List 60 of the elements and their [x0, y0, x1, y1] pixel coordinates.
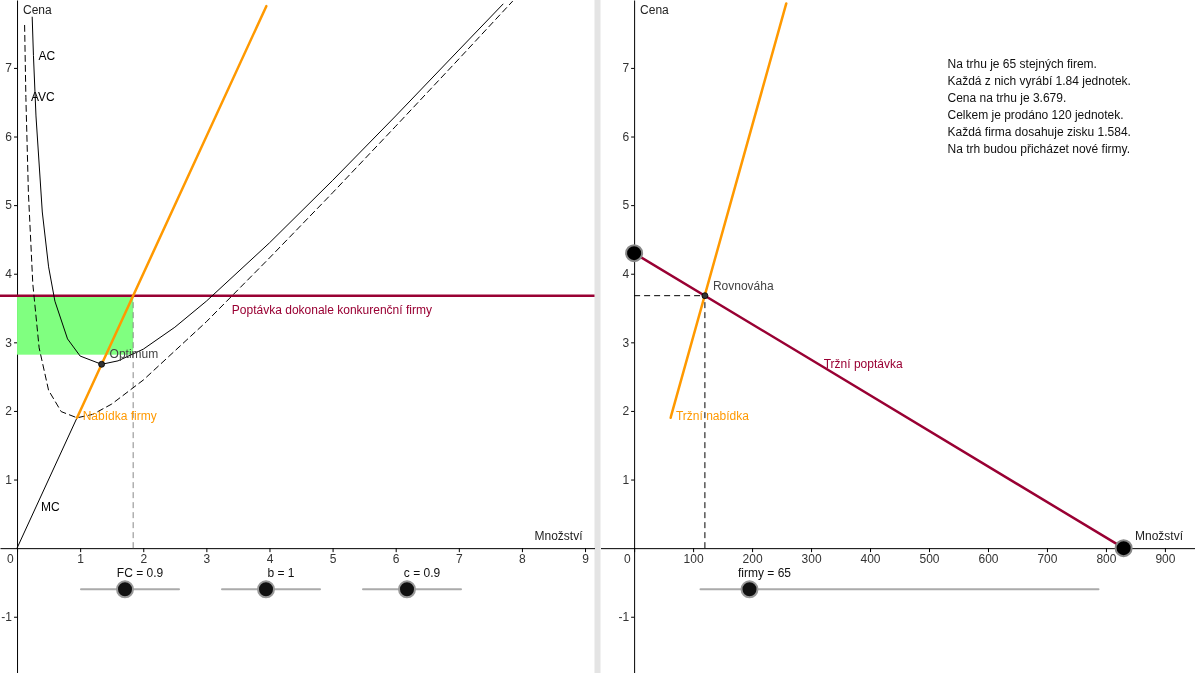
y-tick-label: 1 [622, 472, 630, 487]
x-tick-label: 2 [140, 551, 148, 566]
y-axis-title: Cena [640, 3, 670, 17]
y-tick-label: 7 [5, 61, 13, 76]
y-tick-label: 6 [622, 129, 630, 144]
series-label: Tržní poptávka [823, 357, 903, 372]
x-tick-label: 7 [455, 551, 463, 566]
point [701, 292, 709, 300]
x-tick-label: 800 [1096, 551, 1117, 566]
annotation: Každá firma dosahuje zisku 1.584. [947, 125, 1131, 139]
x-tick-label: 8 [519, 551, 527, 566]
y-tick-label: -1 [618, 610, 630, 625]
series-label: Rovnováha [712, 278, 774, 293]
series-label: MC [40, 499, 60, 514]
y-tick-label: 2 [5, 404, 13, 419]
x-tick-label: 4 [266, 551, 274, 566]
x-tick-label: 6 [392, 551, 400, 566]
y-tick-label: 7 [622, 61, 630, 76]
x-tick-label: 100 [683, 551, 704, 566]
x-axis-title: Množství [1134, 529, 1184, 544]
y-tick-label: 5 [5, 198, 13, 213]
x-tick-label: 0 [7, 551, 14, 566]
x-tick-label: 900 [1155, 551, 1176, 566]
x-axis-title: Množství [534, 529, 584, 544]
annotation: Každá z nich vyrábí 1.84 jednotek. [947, 74, 1131, 88]
x-tick-label: 0 [624, 551, 632, 566]
point [1114, 539, 1133, 558]
x-tick-label: 9 [582, 551, 590, 566]
x-tick-label: 500 [919, 551, 940, 566]
annotation: c = 0.9 [403, 566, 441, 581]
x-tick-label: 3 [203, 551, 211, 566]
x-tick-label: 5 [329, 551, 337, 566]
series-label: Nabídka firmy [82, 409, 157, 424]
x-tick-label: 600 [978, 551, 999, 566]
annotation: FC = 0.9 [116, 566, 164, 581]
y-tick-label: 4 [622, 267, 630, 282]
x-tick-label: 200 [742, 551, 763, 566]
y-tick-label: 3 [622, 335, 630, 350]
x-tick-label: 1 [77, 551, 85, 566]
annotation: Celkem je prodáno 120 jednotek. [947, 108, 1124, 122]
y-tick-label: 2 [622, 404, 630, 419]
annotation: b = 1 [267, 566, 295, 581]
series-label: AC [38, 48, 56, 63]
x-tick-label: 400 [860, 551, 881, 566]
annotation: Cena na trhu je 3.679. [947, 91, 1067, 105]
annotation: Na trhu je 65 stejných firem. [947, 57, 1097, 71]
y-tick-label: 1 [5, 472, 13, 487]
y-tick-label: 5 [622, 198, 630, 213]
series-label: Tržní nabídka [675, 409, 750, 424]
x-tick-label: 700 [1037, 551, 1058, 566]
ref-line-label: Poptávka dokonale konkurenční firmy [231, 302, 432, 317]
y-axis-title: Cena [23, 3, 53, 17]
point [625, 244, 644, 263]
y-tick-label: 6 [5, 129, 13, 144]
y-tick-label: -1 [1, 610, 13, 625]
y-tick-label: 4 [5, 267, 13, 282]
x-tick-label: 300 [801, 551, 822, 566]
y-tick-label: 3 [5, 335, 13, 350]
annotation: firmy = 65 [737, 566, 792, 581]
annotation: Na trh budou přicházet nové firmy. [947, 142, 1131, 156]
